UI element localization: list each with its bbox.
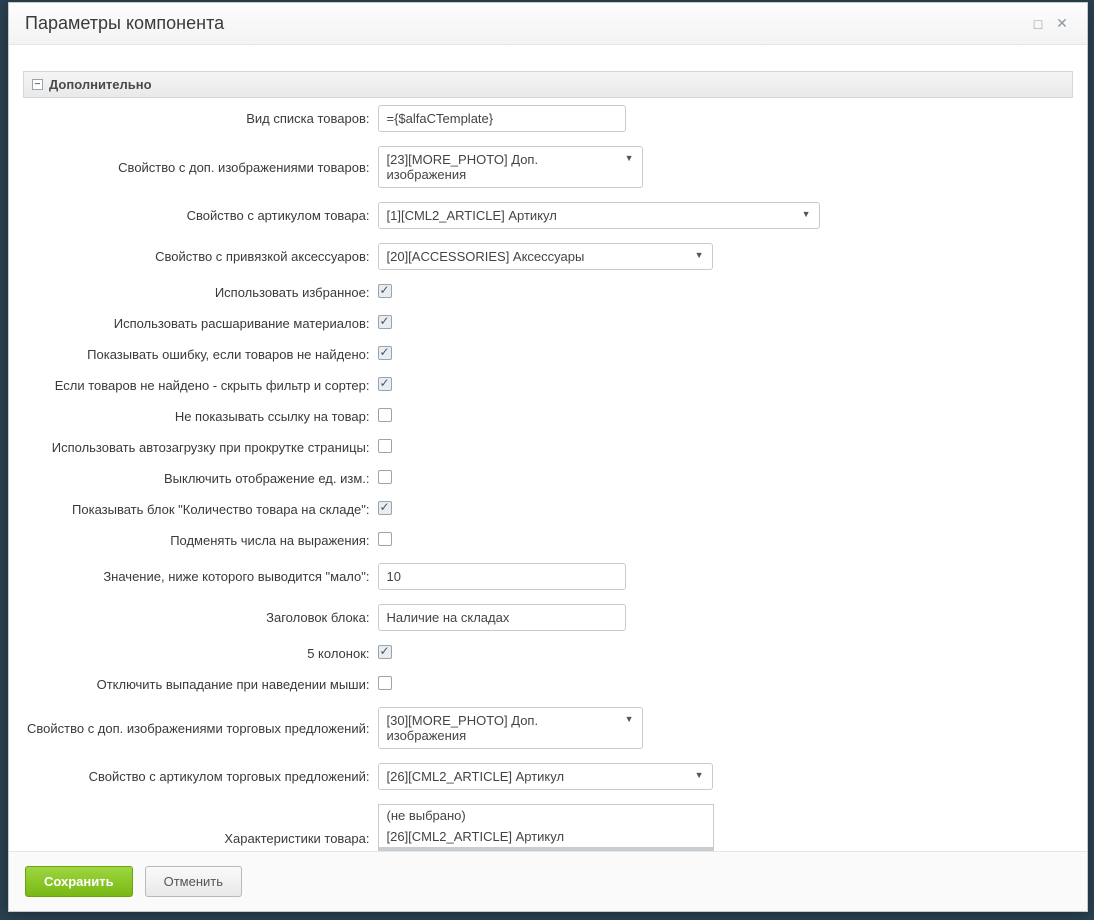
scroll-area[interactable]: − Дополнительно Вид списка товаров:Свойс… [23,59,1073,851]
checkbox[interactable] [378,439,392,453]
field-label: Свойство с артикулом товара: [23,195,374,236]
listbox[interactable]: (не выбрано)[26][CML2_ARTICLE] Артикул[2… [378,804,714,851]
form-table: Вид списка товаров:Свойство с доп. изобр… [23,98,1073,851]
text-input[interactable] [378,604,626,631]
checkbox[interactable] [378,377,392,391]
field-label: Свойство с артикулом торговых предложени… [23,756,374,797]
checkbox[interactable] [378,676,392,690]
field-label: Показывать ошибку, если товаров не найде… [23,339,374,370]
section-header-additional[interactable]: − Дополнительно [23,71,1073,98]
field-label: Свойство с доп. изображениями торговых п… [23,700,374,756]
collapse-icon[interactable]: − [32,79,43,90]
checkbox[interactable] [378,284,392,298]
checkbox[interactable] [378,315,392,329]
field-label: Свойство с доп. изображениями товаров: [23,139,374,195]
field-label: Характеристики товара: [23,797,374,851]
listbox-option[interactable]: [27][COLOR_DIRECTORY] Цвет [379,847,713,851]
section-title: Дополнительно [49,77,152,92]
save-button[interactable]: Сохранить [25,866,133,897]
cancel-button[interactable]: Отменить [145,866,242,897]
field-label: Если товаров не найдено - скрыть фильтр … [23,370,374,401]
dialog-footer: Сохранить Отменить [9,851,1087,911]
dialog-title-text: Параметры компонента [25,13,224,34]
select-dropdown[interactable]: [1][CML2_ARTICLE] Артикул [378,202,820,229]
field-label: Отключить выпадание при наведении мыши: [23,669,374,700]
field-label: Использовать автозагрузку при прокрутке … [23,432,374,463]
maximize-icon[interactable]: □ [1029,15,1047,33]
field-label: Вид списка товаров: [23,98,374,139]
checkbox[interactable] [378,470,392,484]
listbox-option[interactable]: (не выбрано) [379,805,713,826]
field-label: Заголовок блока: [23,597,374,638]
checkbox[interactable] [378,645,392,659]
text-input[interactable] [378,105,626,132]
close-icon[interactable]: ✕ [1053,15,1071,33]
checkbox[interactable] [378,532,392,546]
field-label: Значение, ниже которого выводится "мало"… [23,556,374,597]
select-dropdown[interactable]: [30][MORE_PHOTO] Доп. изображения [378,707,643,749]
text-input[interactable] [378,563,626,590]
checkbox[interactable] [378,346,392,360]
field-label: Не показывать ссылку на товар: [23,401,374,432]
field-label: Показывать блок "Количество товара на ск… [23,494,374,525]
listbox-option[interactable]: [26][CML2_ARTICLE] Артикул [379,826,713,847]
field-label: Подменять числа на выражения: [23,525,374,556]
checkbox[interactable] [378,501,392,515]
field-label: 5 колонок: [23,638,374,669]
field-label: Использовать расшаривание материалов: [23,308,374,339]
checkbox[interactable] [378,408,392,422]
field-label: Использовать избранное: [23,277,374,308]
select-dropdown[interactable]: [23][MORE_PHOTO] Доп. изображения [378,146,643,188]
field-label: Свойство с привязкой аксессуаров: [23,236,374,277]
dialog-body: − Дополнительно Вид списка товаров:Свойс… [9,45,1087,851]
select-dropdown[interactable]: [20][ACCESSORIES] Аксессуары [378,243,713,270]
select-dropdown[interactable]: [26][CML2_ARTICLE] Артикул [378,763,713,790]
dialog-titlebar: Параметры компонента □ ✕ [9,3,1087,45]
component-params-dialog: Параметры компонента □ ✕ − Дополнительно… [8,2,1088,912]
field-label: Выключить отображение ед. изм.: [23,463,374,494]
